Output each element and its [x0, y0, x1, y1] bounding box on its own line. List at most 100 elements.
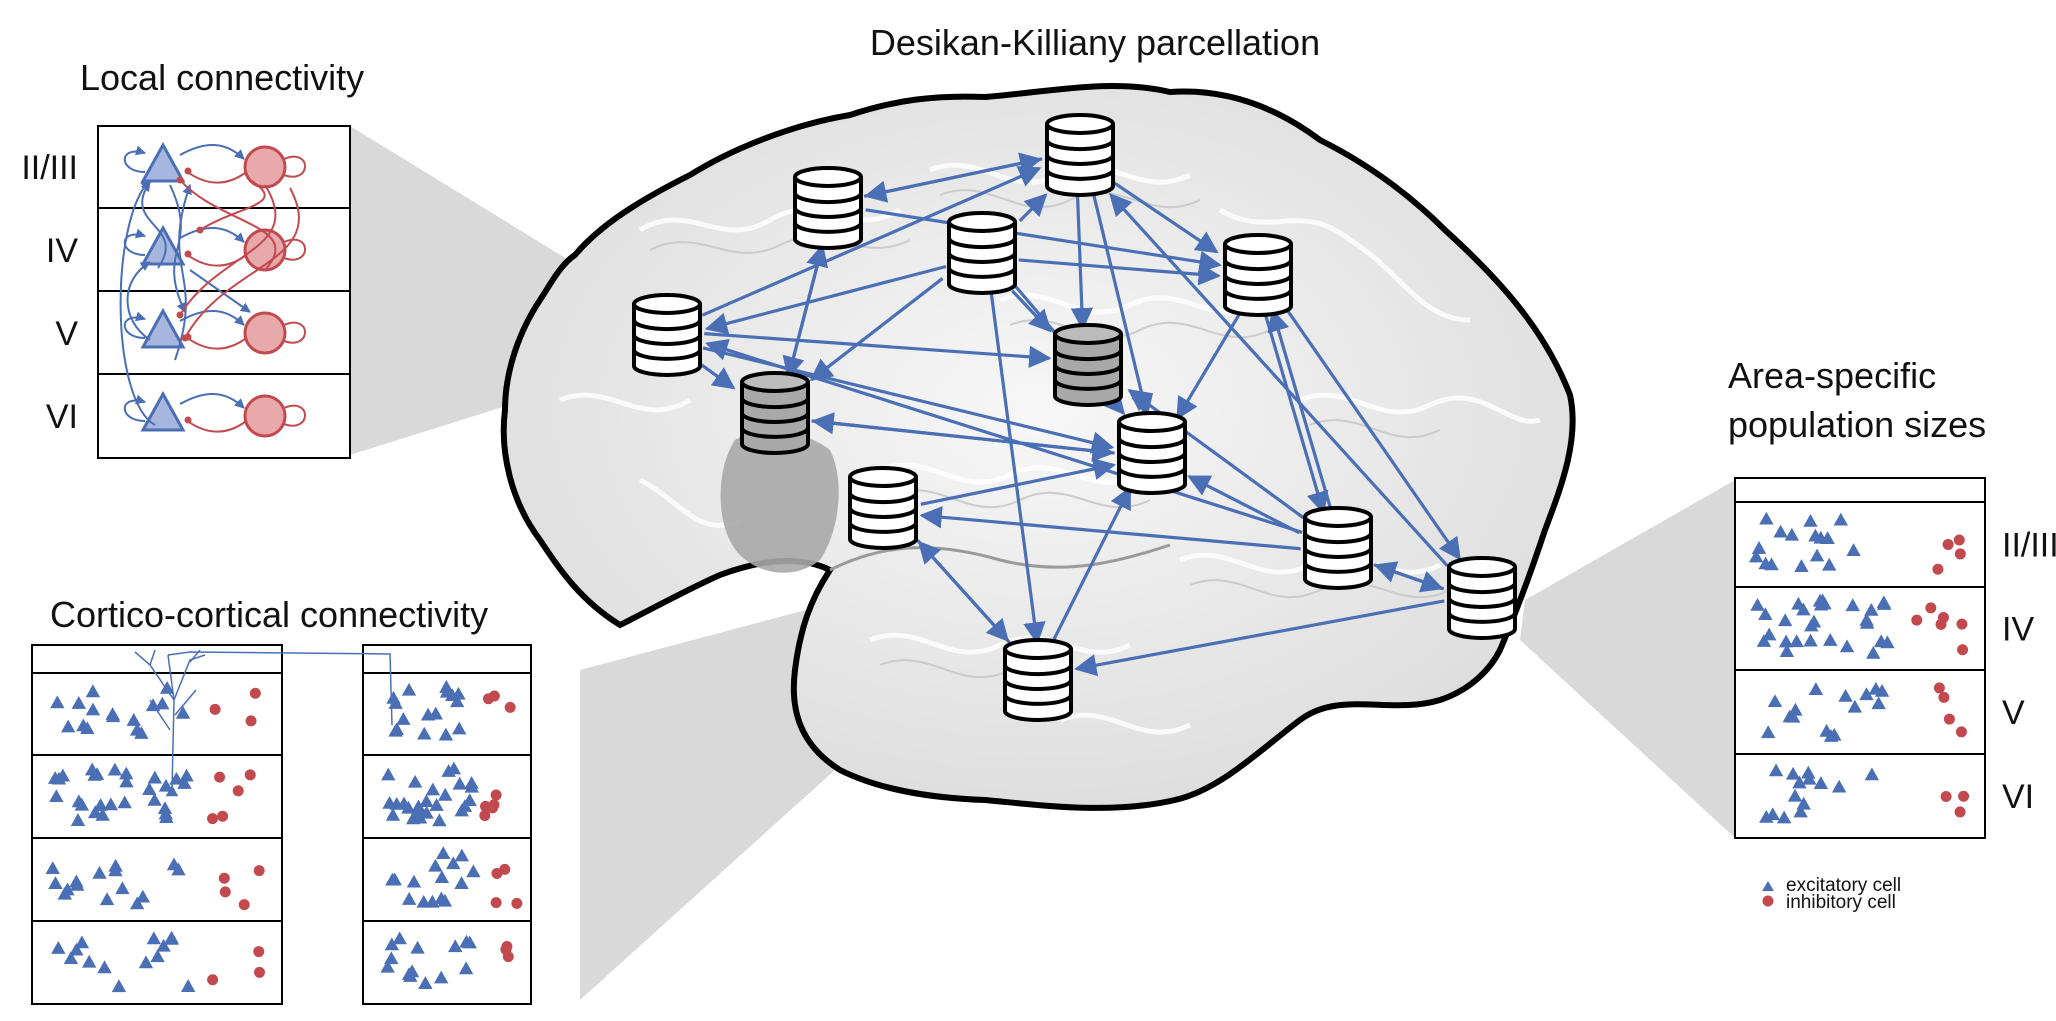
- area-node-icon: [1053, 323, 1123, 407]
- excitatory-cell: [138, 955, 154, 969]
- area-node-icon: [1117, 411, 1187, 495]
- excitatory-cell: [401, 682, 417, 696]
- excitatory-cell: [177, 776, 192, 789]
- inhibitory-cell: [219, 886, 231, 898]
- shaded-region: [720, 431, 839, 573]
- excitatory-cell: [50, 695, 65, 709]
- excitatory-cell: [60, 719, 76, 733]
- connection-arrow: [1090, 188, 1154, 418]
- excitatory-cell: [458, 961, 474, 975]
- excitatory-cell: [1859, 687, 1874, 701]
- excitatory-cell: [97, 960, 112, 974]
- cortico-cortical-panels: [31, 644, 532, 1005]
- excitatory-cell: [95, 807, 110, 821]
- excitatory-cell: [111, 979, 127, 993]
- excitatory-cell: [428, 858, 443, 872]
- area-node-icon: [1303, 506, 1373, 590]
- excitatory-cell: [45, 861, 60, 875]
- local-interlayer-connection: [189, 269, 251, 313]
- connectivity-arrows: [700, 152, 1461, 677]
- excitatory-cell: [80, 721, 95, 735]
- excitatory-cell: [401, 967, 417, 980]
- excitatory-cell: [93, 798, 108, 811]
- excitatory-cell: [99, 892, 115, 906]
- excitatory-cell: [1785, 709, 1801, 723]
- connection-arrow: [1267, 308, 1334, 513]
- excitatory-cell: [74, 797, 90, 811]
- connection-arrow: [917, 540, 1011, 644]
- excitatory-cell: [1802, 771, 1817, 785]
- excitatory-cell: [401, 892, 417, 905]
- excitatory-cell: [71, 696, 86, 709]
- excitatory-cell: [63, 951, 79, 965]
- excitatory-cell: [1789, 634, 1804, 648]
- inhibitory-cell: [1954, 548, 1966, 560]
- local-self-connection: [123, 145, 146, 173]
- excitatory-cell: [452, 721, 467, 735]
- excitatory-cell: [1768, 763, 1784, 777]
- excitatory-cell: [454, 848, 470, 862]
- excitatory-cell: [1765, 807, 1780, 821]
- excitatory-cell: [1839, 639, 1855, 653]
- excitatory-cell: [385, 807, 401, 821]
- excitatory-cell: [432, 813, 447, 827]
- excitatory-cell: [438, 787, 453, 801]
- local-excitatory-population: [140, 307, 186, 349]
- connection-arrow: [1070, 190, 1094, 331]
- excitatory-cell: [1794, 559, 1809, 572]
- inhibitory-cell: [511, 897, 523, 909]
- excitatory-cell: [389, 722, 405, 736]
- area-layer-label: IV: [2002, 611, 2034, 649]
- excitatory-cell: [55, 768, 71, 782]
- area-node-icon: [848, 466, 918, 550]
- excitatory-cell: [147, 792, 162, 806]
- excitatory-cell: [1864, 602, 1879, 616]
- dendrite-branch: [174, 689, 197, 716]
- excitatory-cell: [396, 712, 411, 725]
- excitatory-cell: [1777, 613, 1793, 627]
- excitatory-cell: [115, 881, 130, 895]
- excitatory-cell: [155, 696, 170, 710]
- excitatory-cell: [108, 858, 123, 872]
- excitatory-cell: [445, 688, 460, 701]
- dendrite-branch: [149, 699, 171, 731]
- connection-arrow: [1262, 310, 1329, 515]
- pyramidal-dendrite: [134, 649, 393, 791]
- excitatory-cell: [1876, 595, 1891, 609]
- local-inhibitory-population: [243, 394, 287, 438]
- excitatory-cell: [1838, 688, 1853, 702]
- excitatory-cell: [454, 876, 469, 889]
- area-projection-wedge: [1520, 480, 1735, 838]
- inhibitory-cell: [207, 974, 219, 986]
- area-node-icon: [1447, 556, 1517, 640]
- excitatory-cell: [1803, 633, 1818, 647]
- excitatory-cell: [1776, 810, 1792, 824]
- excitatory-cell: [69, 874, 84, 888]
- excitatory-cell: [434, 970, 449, 984]
- excitatory-cell: [126, 713, 141, 726]
- local-interlayer-connection: [184, 187, 300, 339]
- area-node-icon: [793, 166, 863, 250]
- excitatory-cell: [1791, 596, 1806, 610]
- connection-arrow: [811, 419, 1115, 462]
- excitatory-cell: [428, 706, 443, 720]
- connection-arrow: [1284, 306, 1461, 561]
- inhibitory-cell: [1940, 791, 1952, 803]
- excitatory-cell: [175, 705, 191, 719]
- excitatory-cell: [180, 979, 196, 992]
- excitatory-cell: [103, 797, 119, 811]
- local-interlayer-connection: [126, 261, 151, 341]
- excitatory-cell: [107, 762, 123, 776]
- excitatory-cell: [419, 794, 434, 808]
- connection-arrow: [865, 208, 1222, 273]
- excitatory-cell: [452, 776, 467, 790]
- inhibitory-cell: [1937, 612, 1949, 624]
- excitatory-cell: [1756, 634, 1772, 647]
- inhibitory-cell: [253, 946, 265, 958]
- inhibitory-cell: [1911, 614, 1923, 626]
- connection-arrow: [863, 157, 1043, 203]
- excitatory-cell: [1846, 543, 1861, 556]
- excitatory-cell: [438, 727, 454, 741]
- excitatory-cell: [1751, 541, 1767, 554]
